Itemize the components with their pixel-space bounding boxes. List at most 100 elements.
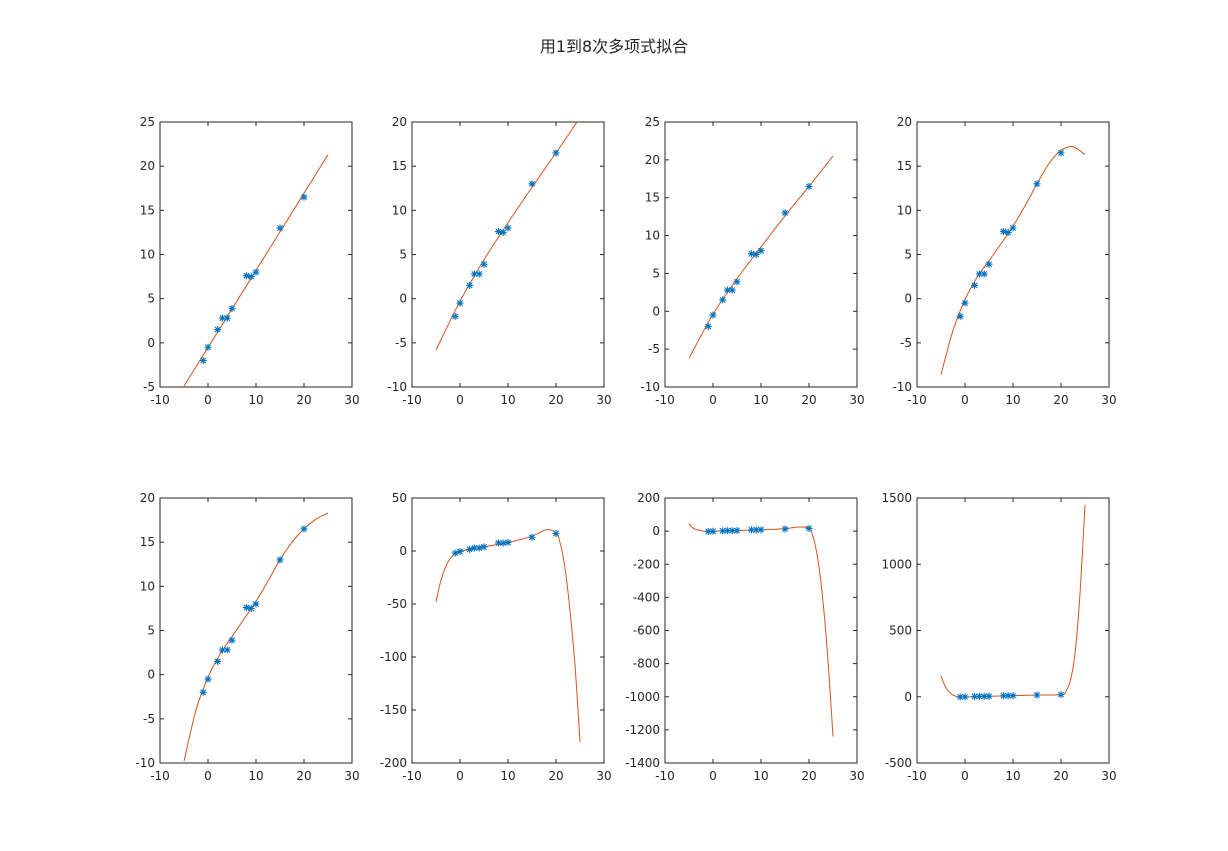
x-tick-label: 0 — [709, 769, 717, 783]
data-point-marker — [475, 270, 483, 278]
y-tick-label: -5 — [648, 342, 660, 356]
data-point-marker — [1033, 691, 1041, 699]
data-point-marker — [961, 299, 969, 307]
data-point-marker — [300, 193, 308, 201]
x-tick-label: 20 — [548, 393, 563, 407]
y-tick-label: -5 — [395, 336, 407, 350]
data-point-marker — [204, 675, 212, 683]
y-tick-label: -200 — [380, 756, 407, 770]
x-tick-label: 10 — [248, 769, 263, 783]
x-tick-label: 10 — [1005, 393, 1020, 407]
data-point-marker — [805, 524, 813, 532]
y-tick-label: -1400 — [625, 756, 660, 770]
figure-title: 用1到8次多项式拟合 — [540, 37, 688, 56]
y-tick-label: 0 — [652, 524, 660, 538]
axes-box — [916, 497, 1110, 764]
data-point-marker — [709, 527, 717, 535]
y-tick-label: 25 — [645, 115, 660, 129]
data-point-marker — [204, 343, 212, 351]
y-tick-label: -600 — [633, 624, 660, 638]
data-point-marker — [999, 228, 1007, 236]
data-point-marker — [456, 299, 464, 307]
x-tick-label: -10 — [402, 769, 422, 783]
data-point-marker — [747, 250, 755, 258]
x-tick-label: -10 — [655, 393, 675, 407]
x-tick-label: -10 — [402, 393, 422, 407]
data-point-marker — [781, 209, 789, 217]
data-point-marker — [552, 149, 560, 157]
x-tick-label: -10 — [907, 393, 927, 407]
data-point-marker — [466, 545, 474, 553]
data-point-marker — [242, 604, 250, 612]
y-tick-label: 10 — [140, 248, 155, 262]
subplot-degree-2: -10 0 10 20 30 -10 -5 0 5 10 15 20 — [387, 115, 611, 407]
data-point-marker — [528, 180, 536, 188]
axes-box — [159, 497, 353, 764]
data-point-marker — [228, 636, 236, 644]
y-tick-label: 1500 — [881, 491, 912, 505]
axes-box — [159, 121, 353, 388]
y-tick-label: -200 — [633, 557, 660, 571]
data-point-marker — [971, 281, 979, 289]
fit-curve-line — [688, 523, 834, 737]
y-tick-label: 0 — [652, 304, 660, 318]
x-tick-label: 30 — [344, 769, 359, 783]
data-point-marker — [199, 357, 207, 364]
y-tick-label: 15 — [392, 159, 407, 173]
x-tick-label: 30 — [849, 393, 864, 407]
x-tick-label: -10 — [907, 769, 927, 783]
subplot-degree-7: -10 0 10 20 30 -1400 -1200 -1000 -800 -600 -400 -20… — [625, 491, 865, 783]
x-tick-label: 10 — [248, 393, 263, 407]
data-point-marker — [781, 525, 789, 533]
data-point-marker — [504, 539, 512, 547]
y-tick-label: 20 — [645, 153, 660, 167]
data-point-marker — [805, 182, 813, 190]
x-tick-label: -10 — [150, 393, 170, 407]
y-tick-label: -10 — [135, 756, 155, 770]
data-point-marker — [451, 312, 459, 320]
x-tick-label: -10 — [150, 769, 170, 783]
x-tick-label: 20 — [548, 769, 563, 783]
y-tick-label: -500 — [885, 756, 912, 770]
x-tick-label: 30 — [344, 393, 359, 407]
data-point-marker — [247, 604, 255, 612]
axes-box — [916, 121, 1110, 388]
y-tick-label: 500 — [889, 624, 912, 638]
data-point-marker — [252, 268, 260, 276]
data-point-marker — [247, 273, 255, 281]
y-tick-label: -1000 — [625, 690, 660, 704]
data-point-marker — [1057, 691, 1065, 699]
data-point-marker — [956, 312, 964, 320]
data-point-marker — [480, 543, 488, 551]
y-tick-label: 10 — [392, 203, 407, 217]
fit-curve-line — [940, 504, 1086, 698]
y-tick-label: 0 — [399, 544, 407, 558]
y-tick-label: 15 — [140, 203, 155, 217]
subplot-degree-4: -10 0 10 20 30 -10 -5 0 5 10 15 20 — [892, 115, 1116, 407]
data-point-marker — [1004, 228, 1012, 236]
data-point-marker — [1033, 180, 1041, 188]
y-tick-label: 5 — [147, 624, 155, 638]
y-tick-label: 10 — [140, 579, 155, 593]
x-tick-label: 30 — [849, 769, 864, 783]
x-tick-label: 20 — [1053, 769, 1068, 783]
y-tick-label: 50 — [392, 491, 407, 505]
data-point-marker — [1009, 692, 1017, 700]
data-point-marker — [470, 270, 478, 278]
x-tick-label: 30 — [1101, 769, 1116, 783]
y-tick-label: 15 — [140, 535, 155, 549]
data-point-marker — [451, 549, 459, 557]
x-tick-label: 10 — [1005, 769, 1020, 783]
data-point-marker — [733, 278, 741, 286]
y-tick-label: -400 — [633, 590, 660, 604]
data-point-marker — [719, 296, 727, 304]
y-tick-label: 25 — [140, 115, 155, 129]
data-point-marker — [728, 286, 736, 294]
axes-box — [664, 497, 858, 764]
data-point-marker — [709, 311, 717, 319]
y-tick-label: -100 — [380, 650, 407, 664]
y-tick-label: 20 — [392, 115, 407, 129]
y-tick-label: 20 — [897, 115, 912, 129]
data-point-marker — [214, 657, 222, 665]
